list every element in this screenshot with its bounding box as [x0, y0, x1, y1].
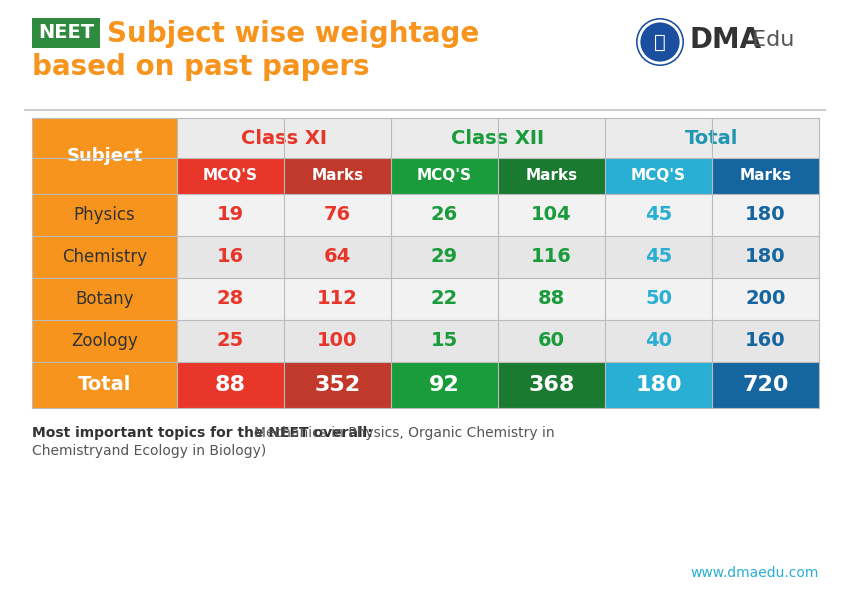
Bar: [605, 320, 712, 362]
Bar: [284, 278, 391, 320]
Text: Subject wise weightage: Subject wise weightage: [107, 20, 479, 48]
Text: Chemistryand Ecology in Biology): Chemistryand Ecology in Biology): [32, 444, 266, 458]
Text: 60: 60: [538, 331, 565, 350]
Text: based on past papers: based on past papers: [32, 53, 370, 81]
Bar: [284, 158, 391, 194]
Text: 180: 180: [635, 375, 682, 395]
Bar: [605, 362, 712, 408]
Bar: [605, 158, 712, 194]
Text: Subject: Subject: [66, 147, 143, 165]
Text: MCQ'S: MCQ'S: [417, 169, 472, 184]
Text: 22: 22: [431, 289, 458, 308]
Text: Class XI: Class XI: [241, 128, 327, 147]
Bar: [605, 236, 712, 278]
Bar: [177, 118, 391, 158]
Bar: [284, 362, 391, 408]
Text: 50: 50: [645, 289, 672, 308]
Text: 76: 76: [324, 206, 351, 225]
Text: Physics: Physics: [74, 206, 135, 224]
Bar: [712, 320, 819, 362]
Bar: [498, 362, 605, 408]
Text: Zoology: Zoology: [71, 332, 138, 350]
Bar: [177, 194, 284, 236]
Bar: [391, 158, 498, 194]
Bar: [391, 278, 498, 320]
Bar: [177, 158, 284, 194]
Bar: [177, 320, 284, 362]
Text: 64: 64: [324, 248, 351, 267]
Text: 352: 352: [314, 375, 360, 395]
Text: DMA: DMA: [690, 26, 762, 54]
Bar: [498, 194, 605, 236]
Text: Most important topics for the NEET overall:: Most important topics for the NEET overa…: [32, 426, 373, 440]
Text: Total: Total: [685, 128, 739, 147]
Text: ⭙: ⭙: [654, 33, 666, 52]
Text: 180: 180: [745, 206, 785, 225]
Text: 45: 45: [645, 248, 672, 267]
Bar: [712, 278, 819, 320]
Text: 26: 26: [431, 206, 458, 225]
Bar: [712, 236, 819, 278]
Text: 88: 88: [215, 375, 246, 395]
Bar: [498, 158, 605, 194]
Bar: [391, 362, 498, 408]
Text: 45: 45: [645, 206, 672, 225]
Text: Marks: Marks: [525, 169, 577, 184]
Text: 16: 16: [217, 248, 244, 267]
Bar: [177, 236, 284, 278]
Text: NEET: NEET: [38, 24, 94, 43]
Text: 100: 100: [317, 331, 358, 350]
Text: 160: 160: [745, 331, 785, 350]
Bar: [391, 236, 498, 278]
Bar: [177, 278, 284, 320]
Circle shape: [639, 21, 681, 63]
Text: Total: Total: [78, 375, 131, 394]
Text: 92: 92: [429, 375, 460, 395]
Bar: [605, 278, 712, 320]
Text: 40: 40: [645, 331, 672, 350]
Text: Mechanics in Physics, Organic Chemistry in: Mechanics in Physics, Organic Chemistry …: [254, 426, 554, 440]
Bar: [32, 362, 177, 408]
Bar: [391, 320, 498, 362]
Bar: [284, 320, 391, 362]
Text: 19: 19: [217, 206, 244, 225]
Text: 25: 25: [217, 331, 244, 350]
Text: www.dmaedu.com: www.dmaedu.com: [690, 566, 819, 580]
Text: 88: 88: [538, 289, 565, 308]
Circle shape: [636, 18, 684, 66]
Text: Botany: Botany: [76, 290, 133, 308]
Bar: [712, 362, 819, 408]
Bar: [498, 320, 605, 362]
Text: 104: 104: [531, 206, 572, 225]
Bar: [32, 118, 177, 408]
Bar: [177, 362, 284, 408]
Text: 368: 368: [529, 375, 575, 395]
Bar: [391, 118, 605, 158]
Text: 28: 28: [217, 289, 244, 308]
Bar: [32, 18, 100, 48]
Bar: [605, 118, 819, 158]
Bar: [498, 236, 605, 278]
Text: Edu: Edu: [745, 30, 795, 50]
Text: 15: 15: [431, 331, 458, 350]
Text: Marks: Marks: [740, 169, 791, 184]
Text: 720: 720: [742, 375, 789, 395]
Text: MCQ'S: MCQ'S: [631, 169, 686, 184]
Text: 180: 180: [745, 248, 785, 267]
Text: Marks: Marks: [311, 169, 364, 184]
Bar: [284, 194, 391, 236]
Bar: [712, 194, 819, 236]
Bar: [284, 236, 391, 278]
Text: 116: 116: [531, 248, 572, 267]
Bar: [498, 278, 605, 320]
Text: 112: 112: [317, 289, 358, 308]
Text: 200: 200: [745, 289, 785, 308]
Bar: [605, 194, 712, 236]
Text: Class XII: Class XII: [451, 128, 545, 147]
Bar: [391, 194, 498, 236]
Bar: [712, 158, 819, 194]
Text: 29: 29: [431, 248, 458, 267]
Text: MCQ'S: MCQ'S: [203, 169, 258, 184]
Text: Chemistry: Chemistry: [62, 248, 147, 266]
